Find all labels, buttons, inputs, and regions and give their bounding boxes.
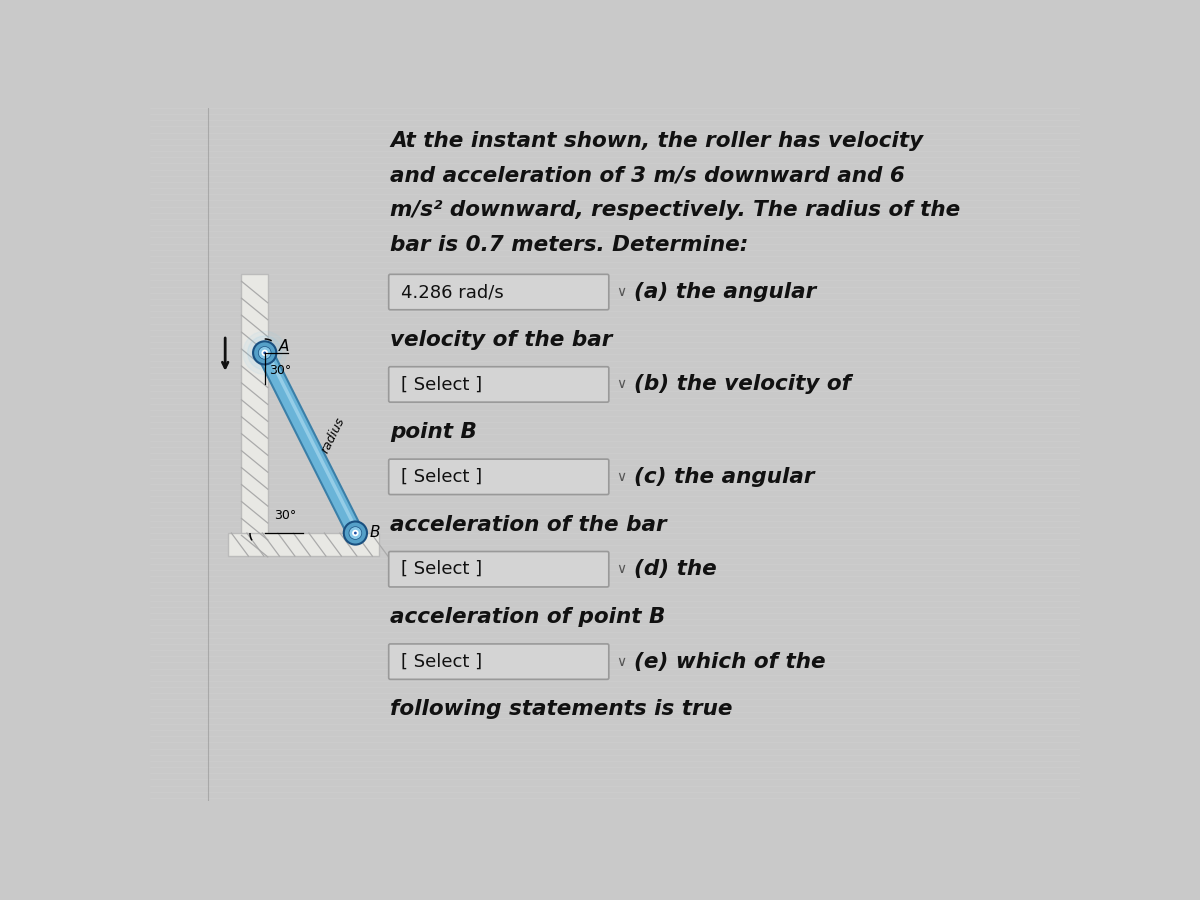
Circle shape	[352, 530, 359, 536]
Text: B: B	[370, 525, 380, 540]
Text: m/s² downward, respectively. The radius of the: m/s² downward, respectively. The radius …	[390, 201, 960, 220]
Text: ∨: ∨	[617, 562, 626, 576]
Text: following statements is true: following statements is true	[390, 699, 733, 719]
Text: A: A	[278, 338, 289, 354]
Text: velocity of the bar: velocity of the bar	[390, 329, 613, 350]
Circle shape	[252, 340, 277, 365]
Circle shape	[242, 331, 287, 374]
FancyBboxPatch shape	[389, 552, 608, 587]
Text: ∨: ∨	[617, 470, 626, 484]
Text: (d) the: (d) the	[635, 559, 718, 580]
Circle shape	[253, 341, 276, 365]
Text: At the instant shown, the roller has velocity: At the instant shown, the roller has vel…	[390, 131, 923, 151]
Text: point B: point B	[390, 422, 478, 442]
Text: [ Select ]: [ Select ]	[401, 375, 482, 393]
Text: 30°: 30°	[269, 364, 292, 377]
Text: bar is 0.7 meters. Determine:: bar is 0.7 meters. Determine:	[390, 235, 749, 255]
Circle shape	[263, 352, 266, 355]
FancyBboxPatch shape	[389, 274, 608, 310]
Circle shape	[349, 526, 361, 539]
Text: radius: radius	[319, 415, 348, 455]
Text: (b) the velocity of: (b) the velocity of	[635, 374, 851, 394]
Circle shape	[247, 336, 282, 370]
Text: and acceleration of 3 m/s downward and 6: and acceleration of 3 m/s downward and 6	[390, 166, 905, 185]
FancyBboxPatch shape	[389, 644, 608, 680]
Bar	[228, 533, 379, 556]
FancyBboxPatch shape	[389, 366, 608, 402]
FancyBboxPatch shape	[389, 459, 608, 494]
Text: ∨: ∨	[617, 285, 626, 299]
Text: (c) the angular: (c) the angular	[635, 467, 815, 487]
Text: ∨: ∨	[617, 654, 626, 669]
Text: [ Select ]: [ Select ]	[401, 652, 482, 670]
Text: [ Select ]: [ Select ]	[401, 560, 482, 578]
Text: [ Select ]: [ Select ]	[401, 468, 482, 486]
Text: ∨: ∨	[617, 377, 626, 392]
Text: (a) the angular: (a) the angular	[635, 282, 817, 302]
Text: (e) which of the: (e) which of the	[635, 652, 826, 671]
Circle shape	[343, 521, 367, 544]
Text: 30°: 30°	[274, 509, 296, 522]
Circle shape	[262, 349, 268, 356]
Bar	[241, 274, 268, 547]
Text: acceleration of the bar: acceleration of the bar	[390, 515, 667, 535]
Circle shape	[354, 532, 356, 535]
Text: 4.286 rad/s: 4.286 rad/s	[401, 283, 504, 301]
Circle shape	[258, 346, 271, 359]
Text: acceleration of point B: acceleration of point B	[390, 607, 666, 627]
